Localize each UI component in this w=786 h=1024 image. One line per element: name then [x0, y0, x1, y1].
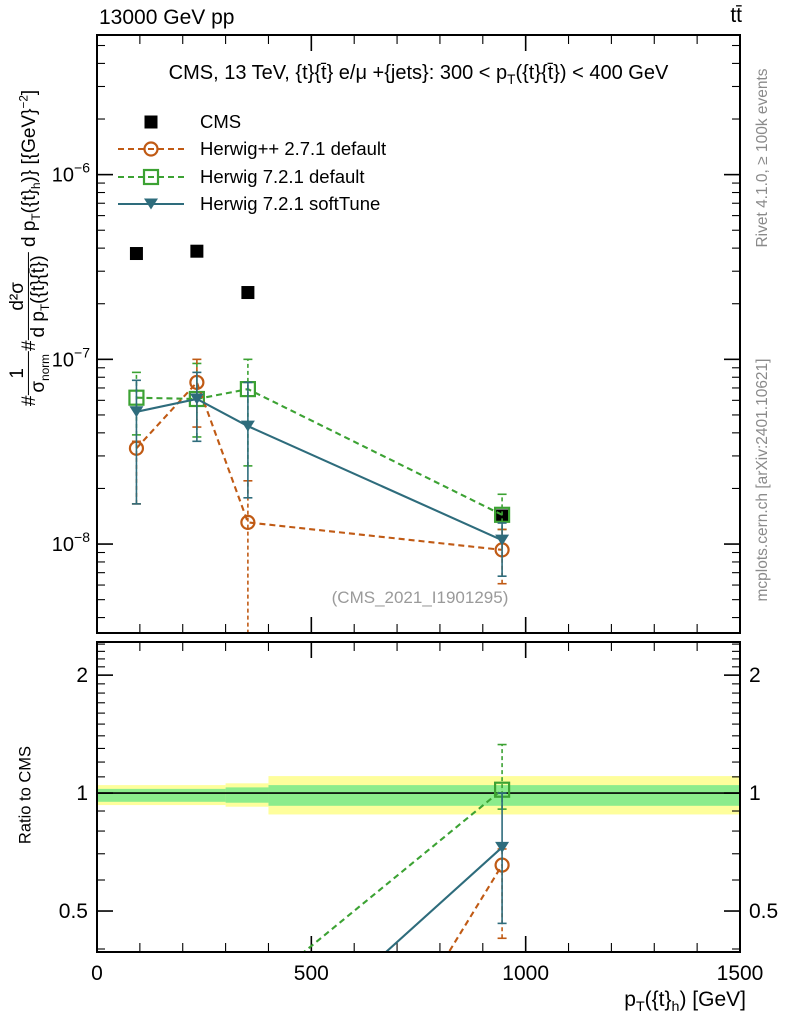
rivet-version-note: Rivet 4.1.0, ≥ 100k events: [754, 68, 771, 248]
main-panel-title-post: ({t}{t̄}) < 400 GeV: [515, 62, 669, 84]
axis-ticks: [96, 35, 741, 952]
marker-square-filled: [190, 244, 204, 258]
marker-square-filled: [241, 286, 255, 300]
ratio-y-tick-label: 2: [76, 664, 88, 687]
main-panel-title-sub: T: [507, 72, 516, 87]
main-series-cms: [129, 244, 509, 523]
legend-item-herwigpp-271-default: Herwig++ 2.7.1 default: [116, 136, 386, 164]
series-line: [136, 397, 503, 542]
ratio-series-herwig-7-2-1-softtune: [385, 792, 510, 951]
panel-frames: [96, 34, 741, 953]
herwig-default-marker-icon: [118, 168, 184, 185]
ratio-y-axis-label: Ratio to CMS: [16, 745, 35, 845]
tick-labels: 10−6 10−7 10−8 2 2 1 1 0.5 0.5 0 500 1000 1500: [52, 160, 778, 985]
main-y-tick-label: 10−7: [52, 344, 90, 371]
marker-circle-open: [143, 141, 159, 157]
legend-label: Herwig++ 2.7.1 default: [200, 138, 387, 160]
marker-triangle-down: [495, 534, 510, 546]
legend-label: CMS: [200, 110, 242, 132]
marker-triangle-down: [189, 393, 204, 405]
legend-label: Herwig 7.2.1 default: [200, 165, 365, 187]
ratio-y-tick-label-right: 0.5: [749, 900, 778, 923]
green-band-segment: [268, 785, 740, 806]
series-line: [135, 380, 503, 551]
main-series-herwig-7-2-1-softtune: [129, 371, 510, 577]
ratio-y-tick-label: 1: [76, 782, 88, 805]
x-tick-label: 1000: [502, 962, 549, 985]
ratio-y-tick-label: 0.5: [59, 900, 88, 923]
herwigpp-marker-icon: [118, 141, 184, 157]
main-y-axis-label: #1 σnorm # d²σ d pT({t}{t̄}) d pT({t}h)} [{G…: [6, 89, 52, 407]
beam-energy-title: 13000 GeV pp: [99, 6, 235, 29]
green-band-segment: [225, 787, 269, 803]
marker-square-open: [142, 168, 160, 185]
marker-triangle-down: [495, 841, 510, 853]
legend: CMS Herwig++ 2.7.1 default Herwig 7.2.1 …: [116, 108, 386, 218]
marker-triangle-down: [240, 420, 255, 432]
green-band-segment: [97, 788, 226, 802]
series-line: [448, 864, 503, 951]
main-panel-title: CMS, 13 TeV, {t}{t̄} e/μ +{jets}: 300 < …: [97, 62, 740, 87]
marker-square-open: [493, 506, 511, 523]
marker-square-filled: [144, 115, 158, 129]
x-axis-label: pT({t}h) [GeV]: [624, 988, 746, 1016]
main-series-herwig-7-2-1-default: [128, 358, 511, 531]
process-title: tt̄: [730, 4, 742, 27]
main-y-tick-label: 10−8: [52, 529, 90, 556]
ratio-panel-frame: [96, 641, 741, 953]
herwig-softtune-marker-icon: [118, 198, 184, 210]
ratio-uncertainty-bands: [97, 776, 740, 815]
series-line: [385, 846, 503, 951]
marker-triangle-down: [129, 406, 144, 418]
x-tick-label: 1500: [717, 962, 764, 985]
marker-triangle-down: [144, 198, 158, 210]
legend-item-cms: CMS: [116, 108, 386, 136]
legend-label: Herwig 7.2.1 softTune: [200, 193, 381, 215]
ratio-series-herwig-2-7-1-default: [448, 848, 510, 951]
marker-circle-open: [240, 514, 256, 530]
mcplots-note: mcplots.cern.ch [arXiv:2401.10621]: [754, 358, 771, 602]
main-panel-frame: [96, 34, 741, 634]
series-line: [136, 388, 503, 516]
marker-square-filled: [129, 247, 143, 261]
x-tick-label: 500: [294, 962, 329, 985]
legend-item-herwig-721-softtune: Herwig 7.2.1 softTune: [116, 191, 386, 219]
main-y-tick-label: 10−6: [52, 160, 90, 187]
ratio-y-tick-label-right: 1: [749, 782, 761, 805]
main-panel-title-pre: CMS, 13 TeV, {t}{t̄} e/μ +{jets}: 300 < …: [168, 62, 508, 84]
x-tick-label: 0: [91, 962, 103, 985]
legend-item-herwig-721-default: Herwig 7.2.1 default: [116, 163, 386, 191]
ratio-y-tick-label-right: 2: [749, 664, 761, 687]
analysis-watermark: (CMS_2021_I1901295): [331, 588, 509, 607]
series-line: [303, 788, 503, 951]
cms-marker-icon: [144, 115, 158, 129]
